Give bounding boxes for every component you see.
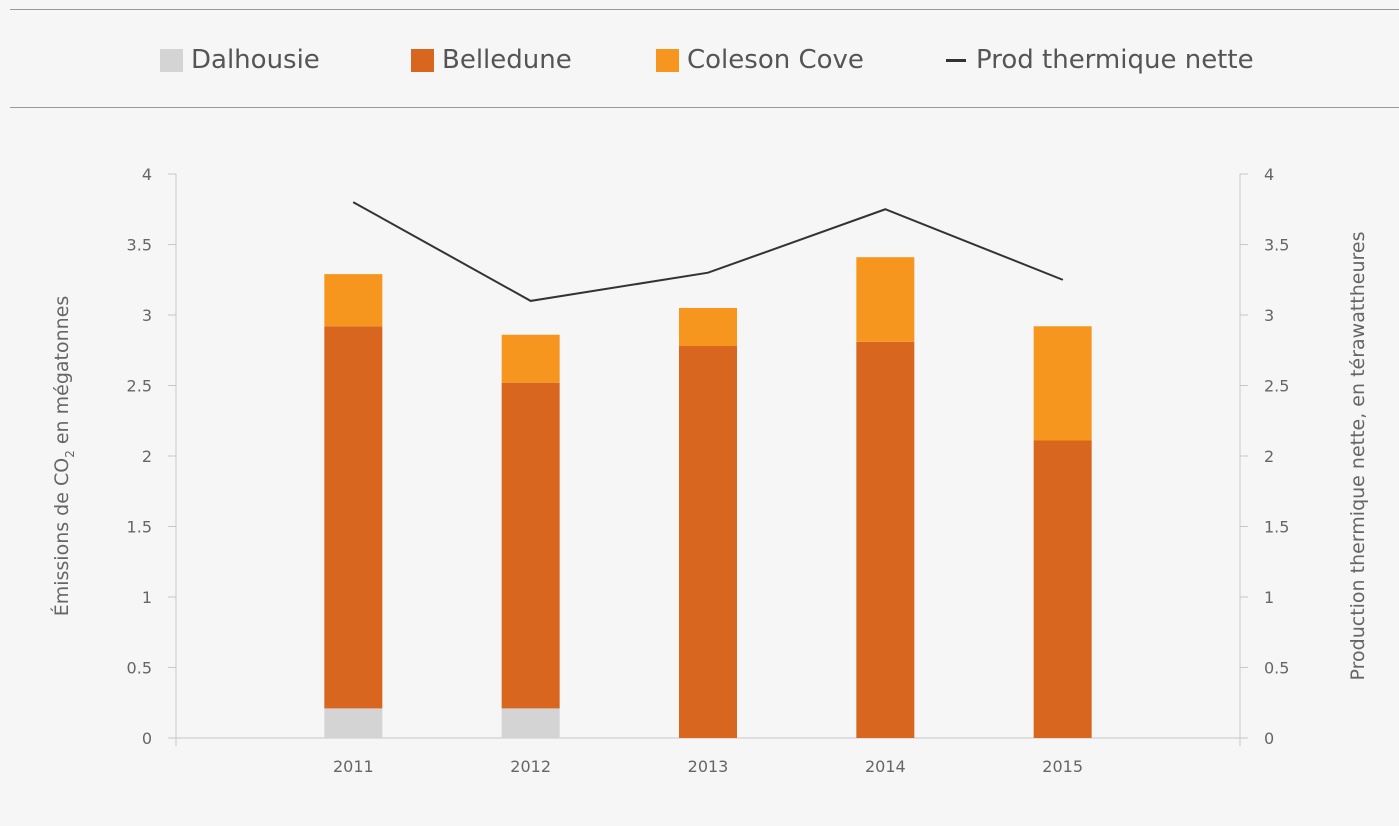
legend-swatch-coleson-cove <box>656 48 679 72</box>
y-tick-label-right: 3.5 <box>1264 236 1289 255</box>
bar-coleson-cove <box>1033 326 1092 441</box>
y-tick-label-right: 2 <box>1264 447 1274 466</box>
legend-swatch-line <box>946 58 966 62</box>
y-tick-label-left: 0.5 <box>127 659 152 678</box>
y-tick-label-right: 2.5 <box>1264 377 1289 396</box>
bar-coleson-cove <box>324 274 383 327</box>
bar-belledune <box>324 326 383 709</box>
line-prod-thermique <box>352 201 1064 302</box>
bar-coleson-cove <box>501 334 560 383</box>
y-tick-label-left: 0 <box>142 729 152 748</box>
legend-item-coleson-cove: Coleson Cove <box>656 38 864 82</box>
legend-swatch-dalhousie <box>160 48 183 72</box>
y-tick-label-left: 2 <box>142 447 152 466</box>
y-axis-label-right: Production thermique nette, en térawatth… <box>1347 231 1369 680</box>
y-tick-label-right: 1.5 <box>1264 518 1289 537</box>
line-series <box>352 201 1064 302</box>
top-divider <box>10 9 1399 10</box>
bar-belledune <box>679 346 737 738</box>
line-point <box>707 272 709 274</box>
legend-item-prod-thermique: Prod thermique nette <box>946 38 1254 82</box>
line-point <box>1062 279 1064 281</box>
bar-dalhousie <box>501 708 560 738</box>
bar-belledune <box>501 382 560 709</box>
x-tick-label: 2011 <box>333 757 374 776</box>
tick-labels: 0 0 0.5 0.5 1 1 1.5 1.5 2 2 2.5 2.5 3 3 3.5 3.5 4 4 2011 20… <box>127 165 1290 776</box>
x-tick-label: 2014 <box>865 757 906 776</box>
y-tick-label-left: 3.5 <box>127 236 152 255</box>
legend-label-prod-thermique: Prod thermique nette <box>976 45 1254 75</box>
x-tick-label: 2012 <box>510 757 551 776</box>
bar-coleson-cove <box>679 307 737 347</box>
bar-coleson-cove <box>856 257 915 342</box>
x-tick-label: 2013 <box>688 757 729 776</box>
y-tick-label-right: 1 <box>1264 588 1274 607</box>
y-tick-label-right: 0 <box>1264 729 1274 748</box>
legend: Dalhousie Belledune Coleson Cove Prod th… <box>0 38 1399 82</box>
y-axis-label-left-sub: 2 <box>63 450 77 458</box>
bar-dalhousie <box>324 708 383 738</box>
bars <box>324 257 1092 738</box>
legend-divider <box>10 107 1399 108</box>
bar-belledune <box>856 341 915 738</box>
x-tick-label: 2015 <box>1042 757 1083 776</box>
line-point <box>530 300 532 302</box>
y-tick-label-left: 4 <box>142 165 152 184</box>
y-tick-label-right: 3 <box>1264 306 1274 325</box>
legend-label-belledune: Belledune <box>442 45 572 75</box>
y-tick-label-right: 4 <box>1264 165 1274 184</box>
y-axis-label-left: Émissions de CO2 en mégatonnes <box>50 296 77 617</box>
y-tick-label-right: 0.5 <box>1264 659 1289 678</box>
y-tick-label-left: 1.5 <box>127 518 152 537</box>
y-axis-label-left-pre: Émissions de CO <box>50 458 73 617</box>
y-tick-label-left: 1 <box>142 588 152 607</box>
legend-item-dalhousie: Dalhousie <box>160 38 320 82</box>
line-point <box>352 201 354 203</box>
legend-swatch-belledune <box>411 48 434 72</box>
y-tick-label-left: 2.5 <box>127 377 152 396</box>
legend-label-dalhousie: Dalhousie <box>191 45 320 75</box>
legend-item-belledune: Belledune <box>411 38 572 82</box>
y-tick-label-left: 3 <box>142 306 152 325</box>
bar-belledune <box>1033 440 1092 738</box>
line-point <box>884 208 886 210</box>
y-axis-label-left-post: en mégatonnes <box>51 296 73 450</box>
legend-label-coleson-cove: Coleson Cove <box>687 45 864 75</box>
